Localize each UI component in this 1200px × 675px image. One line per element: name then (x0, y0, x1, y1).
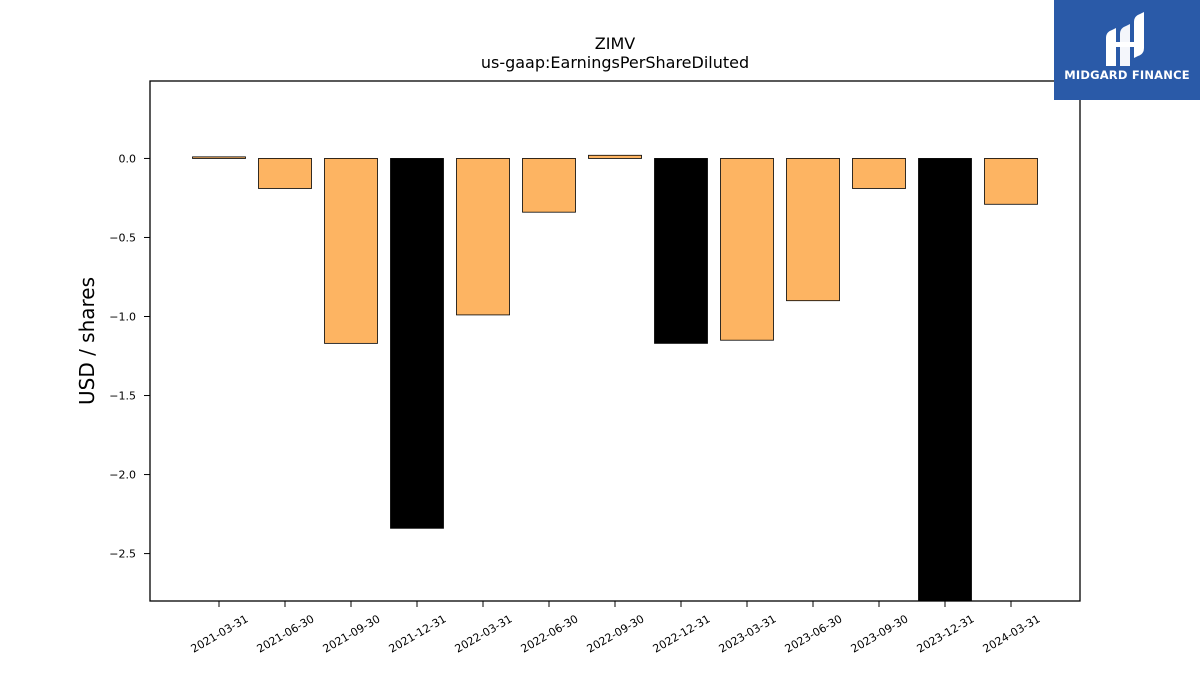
x-tick-label: 2022-09-30 (585, 612, 647, 655)
x-tick-label: 2022-12-31 (651, 612, 713, 655)
bar-2021-03-31 (192, 156, 246, 159)
bar-2023-06-30 (786, 158, 840, 302)
bar-2023-03-31 (720, 158, 774, 341)
bar-2023-12-31 (918, 158, 972, 602)
midgard-finance-logo: MIDGARD FINANCE (1054, 0, 1200, 100)
x-tick-label: 2021-12-31 (387, 612, 449, 655)
y-tick-label: 0.0 (119, 152, 137, 165)
bars-layer (192, 154, 1038, 602)
y-tick-label: −2.0 (109, 469, 136, 482)
x-tick-label: 2023-09-30 (849, 612, 911, 655)
bar-2023-09-30 (852, 158, 906, 189)
chart-subtitle: us-gaap:EarningsPerShareDiluted (481, 53, 749, 72)
bar-2021-06-30 (258, 158, 312, 189)
x-tick-label: 2023-12-31 (915, 612, 977, 655)
chart-title: ZIMV (595, 34, 635, 53)
bar-2022-06-30 (522, 158, 576, 213)
y-tick-label: −0.5 (109, 231, 136, 244)
y-tick-label: −1.5 (109, 390, 136, 403)
logo-text: MIDGARD FINANCE (1064, 68, 1190, 82)
x-tick-label: 2024-03-31 (981, 612, 1043, 655)
y-tick-label: −2.5 (109, 548, 136, 561)
x-tick-label: 2021-09-30 (321, 612, 383, 655)
y-axis-label: USD / shares (75, 277, 99, 405)
bar-2022-12-31 (654, 158, 708, 344)
bar-2022-09-30 (588, 154, 642, 159)
x-tick-label: 2022-06-30 (519, 612, 581, 655)
x-tick-label: 2021-03-31 (189, 612, 251, 655)
bar-2021-09-30 (324, 158, 378, 344)
midgard-logo-icon (1106, 12, 1144, 66)
x-tick-label: 2023-03-31 (717, 612, 779, 655)
plot-frame (149, 80, 1081, 602)
bar-2024-03-31 (984, 158, 1038, 205)
y-tick-label: −1.0 (109, 311, 136, 324)
x-tick-label: 2022-03-31 (453, 612, 515, 655)
x-tick-label: 2023-06-30 (783, 612, 845, 655)
y-axis: 0.0 −0.5 −1.0 −1.5 −2.0 −2.5 (109, 152, 150, 561)
x-axis: 2021-03-31 2021-06-30 2021-09-30 2021-12-31… (189, 601, 1043, 656)
bar-2021-12-31 (390, 158, 444, 529)
bar-2022-03-31 (456, 158, 510, 316)
x-tick-label: 2021-06-30 (255, 612, 317, 655)
